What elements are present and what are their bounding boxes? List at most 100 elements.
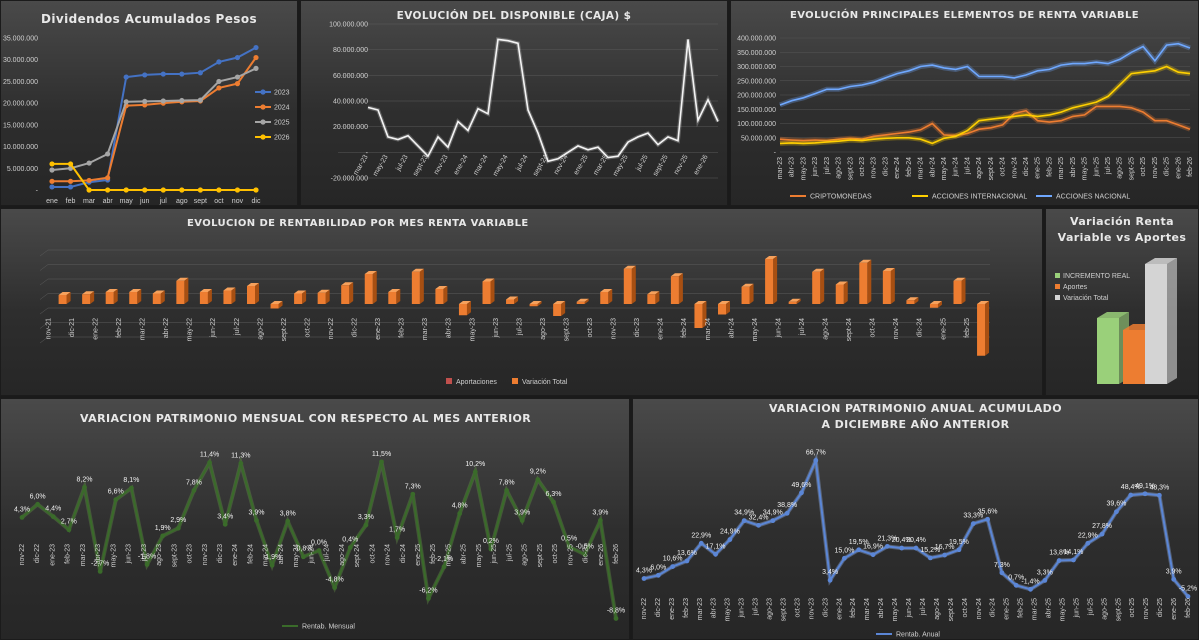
- data-point: [1128, 492, 1134, 498]
- x-tick-label: feb-23: [683, 598, 690, 618]
- data-point-2025: [123, 99, 129, 105]
- x-tick-label: feb-24: [681, 318, 688, 338]
- data-label: 39,6%: [1106, 501, 1126, 508]
- data-point-2024: [105, 175, 111, 181]
- bar-side: [325, 289, 330, 304]
- chart-disponible: 100.000.000 80.000.000 60.000.000 40.000.00…: [329, 22, 720, 183]
- data-label: 32,4%: [749, 514, 769, 521]
- x-tick-label: jul-25: [635, 154, 650, 173]
- data-point: [655, 572, 661, 578]
- y-tick-label: -: [774, 150, 777, 157]
- x-tick-label: jul-23: [753, 598, 760, 616]
- y-tick-label: 15.000.000: [3, 122, 38, 129]
- bar-variacion-total: [882, 271, 891, 304]
- x-tick-label: ago-24: [934, 598, 941, 620]
- x-tick-label: may-23: [725, 598, 732, 621]
- data-point-2025: [253, 65, 259, 71]
- panel-renta-variable: EVOLUCIÓN PRINCIPALES ELEMENTOS DE RENTA…: [730, 0, 1199, 206]
- data-point: [1142, 491, 1148, 497]
- bar-side: [584, 298, 589, 304]
- chart-rentabilidad-mes: nov-21 dic-21 ene-22 feb-22 mar-22 abr-22 may-…: [39, 249, 990, 386]
- x-tick-label: abr-23: [789, 157, 796, 177]
- x-tick-label: sept-25: [1128, 157, 1135, 180]
- data-point-2026: [234, 187, 241, 193]
- data-point: [1056, 558, 1062, 563]
- data-point-2023: [253, 44, 259, 51]
- x-tick-label: oct-23: [859, 157, 866, 177]
- bar-side: [773, 256, 778, 304]
- x-tick-label: mar-24: [473, 154, 490, 177]
- y-tick-label: -20.000.000: [331, 176, 368, 183]
- x-tick-label: feb-23: [65, 544, 72, 564]
- x-tick-label: nov-25: [1152, 157, 1159, 179]
- data-point: [394, 535, 400, 540]
- y-tick-label: 25.000.000: [3, 79, 38, 86]
- x-tick-label: nov-24: [385, 544, 392, 566]
- bar-variacion-total: [977, 304, 986, 356]
- x-tick-label: jul-25: [1087, 598, 1094, 616]
- data-label: 24,9%: [720, 529, 740, 536]
- data-point-2023: [49, 184, 55, 190]
- x-tick-label: jul-24: [964, 157, 971, 175]
- data-point: [756, 522, 761, 528]
- y-tick-label: 350.000.000: [737, 50, 776, 57]
- x-tick-label: sept: [194, 198, 207, 205]
- series-line-2023: [52, 46, 257, 188]
- data-point: [913, 545, 919, 551]
- data-point: [1171, 576, 1177, 582]
- x-tick-label: mar-23: [697, 598, 704, 620]
- y-tick-label: 20.000.000: [3, 101, 38, 108]
- x-tick-label: abr-23: [446, 318, 453, 338]
- bar-variacion-total: [717, 304, 726, 315]
- data-point: [684, 558, 690, 564]
- x-tick-label: ene-25: [415, 544, 422, 566]
- bar-variacion-total: [58, 295, 67, 304]
- y-tick-label: 300.000.000: [737, 64, 776, 71]
- x-tick-label: may-24: [492, 154, 510, 178]
- x-tick-label: may-23: [110, 544, 117, 567]
- bar-side: [820, 268, 825, 304]
- legend-label: Rentab. Anual: [896, 632, 940, 639]
- y-tick-label: 30.000.000: [3, 57, 38, 64]
- x-tick-label: nov-25: [567, 544, 574, 566]
- bar-side: [890, 268, 895, 304]
- data-point-2024: [234, 81, 241, 87]
- legend-marker-2026: [260, 134, 266, 140]
- x-tick-label: ene-23: [375, 318, 382, 340]
- data-label: 6,3%: [545, 491, 561, 498]
- bar-side: [985, 301, 990, 356]
- bar3d-1: [1123, 330, 1145, 384]
- x-tick-label: dic-23: [217, 544, 224, 563]
- bar-side: [514, 296, 519, 304]
- y-tick-label: 50.000.000: [741, 135, 776, 142]
- data-label: 3,8%: [280, 510, 296, 517]
- x-tick-label: nov-23: [433, 154, 450, 176]
- panel-rentabilidad-mes: EVOLUCION DE RENTABILIDAD POR MES RENTA …: [0, 208, 1043, 396]
- data-point: [813, 458, 819, 463]
- bar-side: [372, 271, 377, 304]
- x-tick-label: ago-23: [767, 598, 774, 620]
- y-tick-label: -: [366, 150, 369, 157]
- bar-side: [396, 289, 401, 304]
- bar-variacion-total: [176, 280, 185, 304]
- x-tick-label: abr-25: [1046, 598, 1053, 618]
- bar-side: [160, 290, 165, 304]
- data-label: 1,9%: [155, 525, 171, 532]
- data-label: 11,5%: [372, 451, 391, 458]
- data-label: 3,9%: [592, 509, 608, 516]
- bar-side: [490, 278, 495, 304]
- x-tick-label: jun-24: [775, 318, 782, 339]
- data-point: [160, 533, 166, 539]
- data-label: 34,9%: [763, 510, 783, 517]
- chart-title: EVOLUCIÓN DEL DISPONIBLE (CAJA) $: [396, 10, 632, 22]
- data-point: [985, 516, 990, 522]
- data-label: 3,9%: [248, 509, 264, 516]
- bar-side: [537, 301, 542, 307]
- data-point-2026: [86, 187, 92, 193]
- x-tick-label: feb-26: [1187, 157, 1194, 177]
- x-tick-label: sept-23: [847, 157, 854, 180]
- y-tick-label: 35.000.000: [3, 36, 38, 43]
- y-tick-label: 200.000.000: [737, 93, 776, 100]
- data-point: [191, 488, 197, 493]
- data-point: [207, 460, 212, 466]
